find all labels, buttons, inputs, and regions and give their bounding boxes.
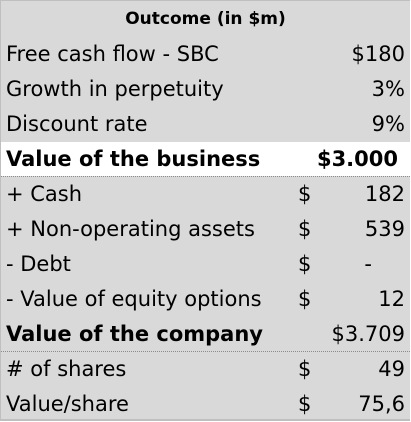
currency-symbol: $: [298, 217, 312, 241]
row-equity-options: - Value of equity options $ 12: [1, 282, 410, 317]
row-value: 9%: [371, 112, 405, 136]
currency-symbol: $: [298, 392, 312, 416]
row-value: 49: [378, 357, 405, 381]
row-value: $3.000: [316, 147, 398, 171]
row-value-per-share: Value/share $ 75,6: [1, 387, 410, 419]
currency-symbol: $: [298, 252, 312, 276]
table-header: Outcome (in $m): [1, 0, 410, 37]
row-label: Discount rate: [6, 112, 148, 136]
row-label: Value/share: [6, 392, 129, 416]
row-value: 182: [364, 182, 405, 206]
row-value-of-company: Value of the company $3.709: [1, 317, 410, 352]
currency-symbol: $: [298, 182, 312, 206]
row-value: 75,6: [358, 392, 405, 416]
row-label: # of shares: [6, 357, 127, 381]
row-growth-in-perpetuity: Growth in perpetuity 3%: [1, 72, 410, 107]
row-label: + Non-operating assets: [6, 217, 255, 241]
row-label: + Cash: [6, 182, 83, 206]
row-value: $180: [351, 42, 405, 66]
table-bottom-border: [1, 419, 410, 421]
row-label: Value of the company: [6, 322, 263, 346]
row-free-cash-flow: Free cash flow - SBC $180: [1, 37, 410, 72]
row-value: 12: [378, 287, 405, 311]
row-label: - Debt: [6, 252, 71, 276]
row-value: -: [364, 252, 372, 276]
row-number-of-shares: # of shares $ 49: [1, 351, 410, 387]
row-value-of-business: Value of the business $3.000: [1, 142, 410, 177]
table-title: Outcome (in $m): [125, 9, 286, 29]
row-discount-rate: Discount rate 9%: [1, 107, 410, 142]
row-non-operating-assets: + Non-operating assets $ 539: [1, 212, 410, 247]
row-label: Value of the business: [6, 147, 261, 171]
row-label: Growth in perpetuity: [6, 77, 224, 101]
row-value: 539: [364, 217, 405, 241]
row-cash: + Cash $ 182: [1, 176, 410, 212]
row-value: 3%: [371, 77, 405, 101]
row-debt: - Debt $ -: [1, 247, 410, 282]
row-label: Free cash flow - SBC: [6, 42, 219, 66]
row-value: $3.709: [331, 322, 405, 346]
row-label: - Value of equity options: [6, 287, 262, 311]
currency-symbol: $: [298, 357, 312, 381]
currency-symbol: $: [298, 287, 312, 311]
